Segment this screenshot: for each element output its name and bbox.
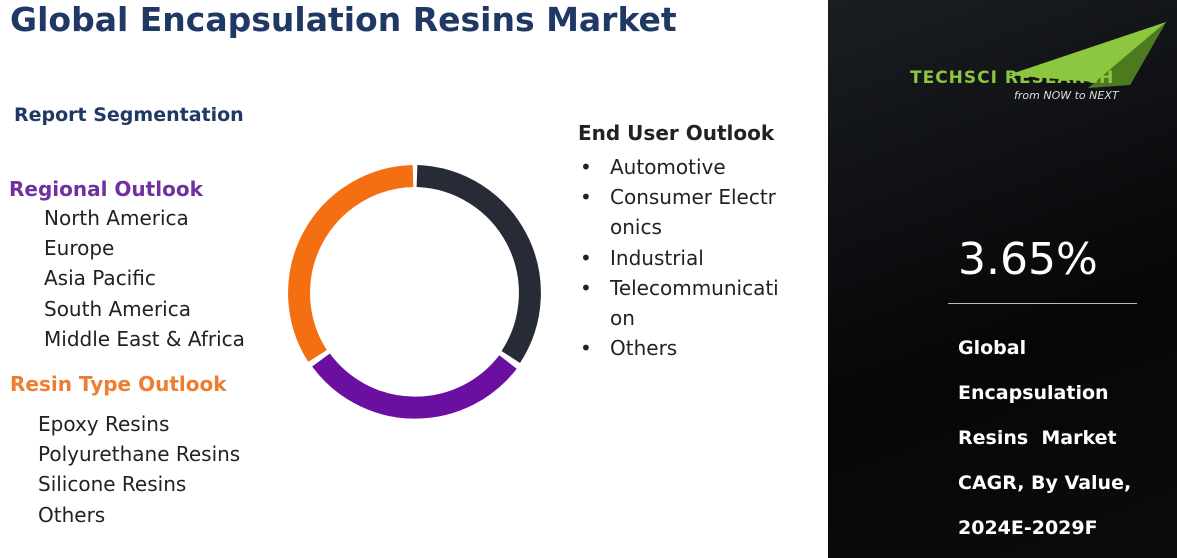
group-list: Epoxy ResinsPolyurethane ResinsSilicone …	[8, 409, 240, 530]
caption-line: 2024E-2029F	[958, 517, 1098, 539]
list-item: South America	[14, 294, 245, 324]
caption-line: Encapsulation	[958, 382, 1109, 404]
logo	[1008, 22, 1166, 88]
list-item: Middle East & Africa	[14, 324, 245, 354]
caption-line: Global	[958, 337, 1027, 359]
donut-segment	[312, 353, 517, 419]
group-title: Regional Outlook	[9, 177, 203, 201]
divider	[948, 303, 1137, 304]
list-item: Epoxy Resins	[8, 409, 240, 439]
group-title: Resin Type Outlook	[10, 372, 227, 396]
list-item: Consumer Electronics	[580, 182, 780, 242]
list-item: Asia Pacific	[14, 263, 245, 293]
brand: TechSci Research	[910, 68, 1115, 88]
donut-segment	[416, 165, 541, 364]
title: Global Encapsulation Resins Market	[10, 0, 677, 39]
list-item: Europe	[14, 233, 245, 263]
logo-mark	[1088, 22, 1166, 88]
sidebar: TechSci Research from NOW to NEXT 3.65% …	[828, 0, 1177, 558]
list-item: Polyurethane Resins	[8, 439, 240, 469]
donut	[288, 165, 541, 419]
list-item: North America	[14, 203, 245, 233]
group-list: AutomotiveConsumer ElectronicsIndustrial…	[580, 152, 780, 364]
list-item: Industrial	[580, 243, 780, 273]
segmentation-heading: Report Segmentation	[14, 104, 244, 126]
tagline: from NOW to NEXT	[1014, 89, 1119, 102]
caption-line: CAGR, By Value,	[958, 472, 1132, 494]
list-item: Automotive	[580, 152, 780, 182]
list-item: Others	[8, 500, 240, 530]
list-item: Silicone Resins	[8, 469, 240, 499]
caption-line: Resins Market	[958, 427, 1117, 449]
group-title: End User Outlook	[578, 121, 775, 145]
group-list: North AmericaEuropeAsia PacificSouth Ame…	[14, 203, 245, 354]
list-item: Telecommunication	[580, 273, 780, 333]
donut-segment	[288, 165, 414, 362]
list-item: Others	[580, 333, 780, 363]
cagr-value: 3.65%	[958, 234, 1098, 285]
